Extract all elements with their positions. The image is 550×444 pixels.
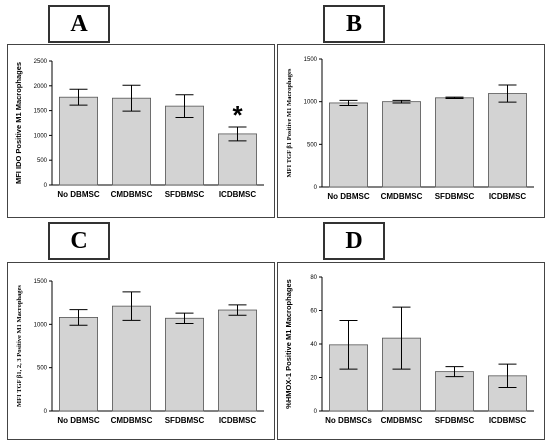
chart-a-y-tick-label: 1000 bbox=[34, 133, 48, 139]
panel-label-b: B bbox=[323, 5, 385, 43]
chart-b-y-tick-label: 1500 bbox=[304, 57, 318, 63]
chart-a-bar bbox=[59, 96, 98, 186]
chart-c-bar bbox=[112, 305, 151, 412]
chart-b-svg: MFI TGF β1 Positive M1 Macrophages 0 500 10… bbox=[286, 57, 534, 201]
chart-a-bar bbox=[112, 97, 151, 186]
chart-c-y-tick-label: 1000 bbox=[34, 322, 48, 328]
chart-b-y-axis-label: MFI TGF β1 Positive M1 Macrophages bbox=[286, 68, 293, 177]
chart-c-bar bbox=[165, 317, 204, 412]
chart-b-y-tick-label: 1000 bbox=[304, 100, 318, 106]
chart-c-category-label: SFDBMSC bbox=[165, 416, 205, 425]
chart-c-category-label: CMDBMSC bbox=[111, 416, 153, 425]
chart-a-y-tick-label: 2500 bbox=[34, 59, 48, 65]
chart-a-significance-asterisk: * bbox=[232, 100, 243, 130]
panel-label-d: D bbox=[323, 222, 385, 260]
chart-d-y-tick-label: 20 bbox=[310, 376, 317, 382]
chart-c-category-label: ICDBMSC bbox=[219, 416, 257, 425]
chart-b-category-label: No DBMSC bbox=[327, 192, 369, 201]
chart-a-y-axis-label: MFI IDO Positive M1 Macrophages bbox=[14, 62, 23, 184]
chart-b-bar bbox=[435, 97, 474, 188]
chart-a-y-tick-label: 0 bbox=[44, 183, 48, 189]
chart-a-y-tick-label: 1500 bbox=[34, 109, 48, 115]
chart-c-bar bbox=[218, 309, 257, 412]
chart-d-svg: %HMOX-1 Positive M1 Macrophages 0 20 40 60 80… bbox=[284, 275, 534, 425]
chart-a-category-label: No DBMSC bbox=[57, 190, 99, 199]
chart-b-bar bbox=[329, 102, 368, 188]
chart-d-y-tick-label: 40 bbox=[310, 342, 317, 348]
chart-b-bar bbox=[488, 93, 527, 188]
chart-a-category-label: SFDBMSC bbox=[165, 190, 205, 199]
chart-b-bar bbox=[382, 101, 421, 188]
chart-c-y-tick-label: 0 bbox=[44, 409, 48, 415]
chart-b: MFI TGF β1 Positive M1 Macrophages 0 500 10… bbox=[277, 44, 545, 218]
chart-c-y-tick-label: 500 bbox=[37, 366, 48, 372]
chart-d: %HMOX-1 Positive M1 Macrophages 0 20 40 60 80… bbox=[277, 262, 545, 440]
chart-d-category-label: No DBMSCs bbox=[325, 416, 372, 425]
chart-a-svg: MFI IDO Positive M1 Macrophages 0 500 1000 1… bbox=[14, 59, 264, 199]
chart-c: MFI TGF β1, 2, 3 Positive M1 Macrophages… bbox=[7, 262, 275, 440]
chart-b-y-tick-label: 500 bbox=[307, 142, 318, 148]
chart-c-svg: MFI TGF β1, 2, 3 Positive M1 Macrophages… bbox=[16, 279, 264, 425]
chart-d-category-label: CMDBMSC bbox=[381, 416, 423, 425]
chart-c-y-tick-label: 1500 bbox=[34, 279, 48, 285]
chart-b-category-label: ICDBMSC bbox=[489, 192, 527, 201]
chart-d-y-tick-label: 60 bbox=[310, 309, 317, 315]
chart-a-y-tick-label: 2000 bbox=[34, 84, 48, 90]
chart-a-bar bbox=[218, 133, 257, 186]
chart-d-y-axis-label: %HMOX-1 Positive M1 Macrophages bbox=[284, 279, 293, 409]
chart-b-category-label: SFDBMSC bbox=[435, 192, 475, 201]
panel-label-c: C bbox=[48, 222, 110, 260]
chart-c-category-label: No DBMSC bbox=[57, 416, 99, 425]
chart-d-y-tick-label: 0 bbox=[314, 409, 318, 415]
chart-a: MFI IDO Positive M1 Macrophages 0 500 1000 1… bbox=[7, 44, 275, 218]
chart-a-y-tick-label: 500 bbox=[37, 158, 48, 164]
chart-a-category-label: CMDBMSC bbox=[111, 190, 153, 199]
chart-d-category-label: ICDBMSC bbox=[489, 416, 527, 425]
chart-c-bar bbox=[59, 317, 98, 412]
panel-label-a: A bbox=[48, 5, 110, 43]
chart-c-y-axis-label: MFI TGF β1, 2, 3 Positive M1 Macrophages bbox=[16, 285, 23, 407]
chart-d-y-tick-label: 80 bbox=[310, 275, 317, 281]
chart-a-category-label: ICDBMSC bbox=[219, 190, 257, 199]
chart-d-bar bbox=[435, 371, 474, 412]
chart-d-category-label: SFDBMSC bbox=[435, 416, 475, 425]
chart-b-category-label: CMDBMSC bbox=[381, 192, 423, 201]
chart-a-bar bbox=[165, 105, 204, 186]
chart-b-y-tick-label: 0 bbox=[314, 185, 318, 191]
